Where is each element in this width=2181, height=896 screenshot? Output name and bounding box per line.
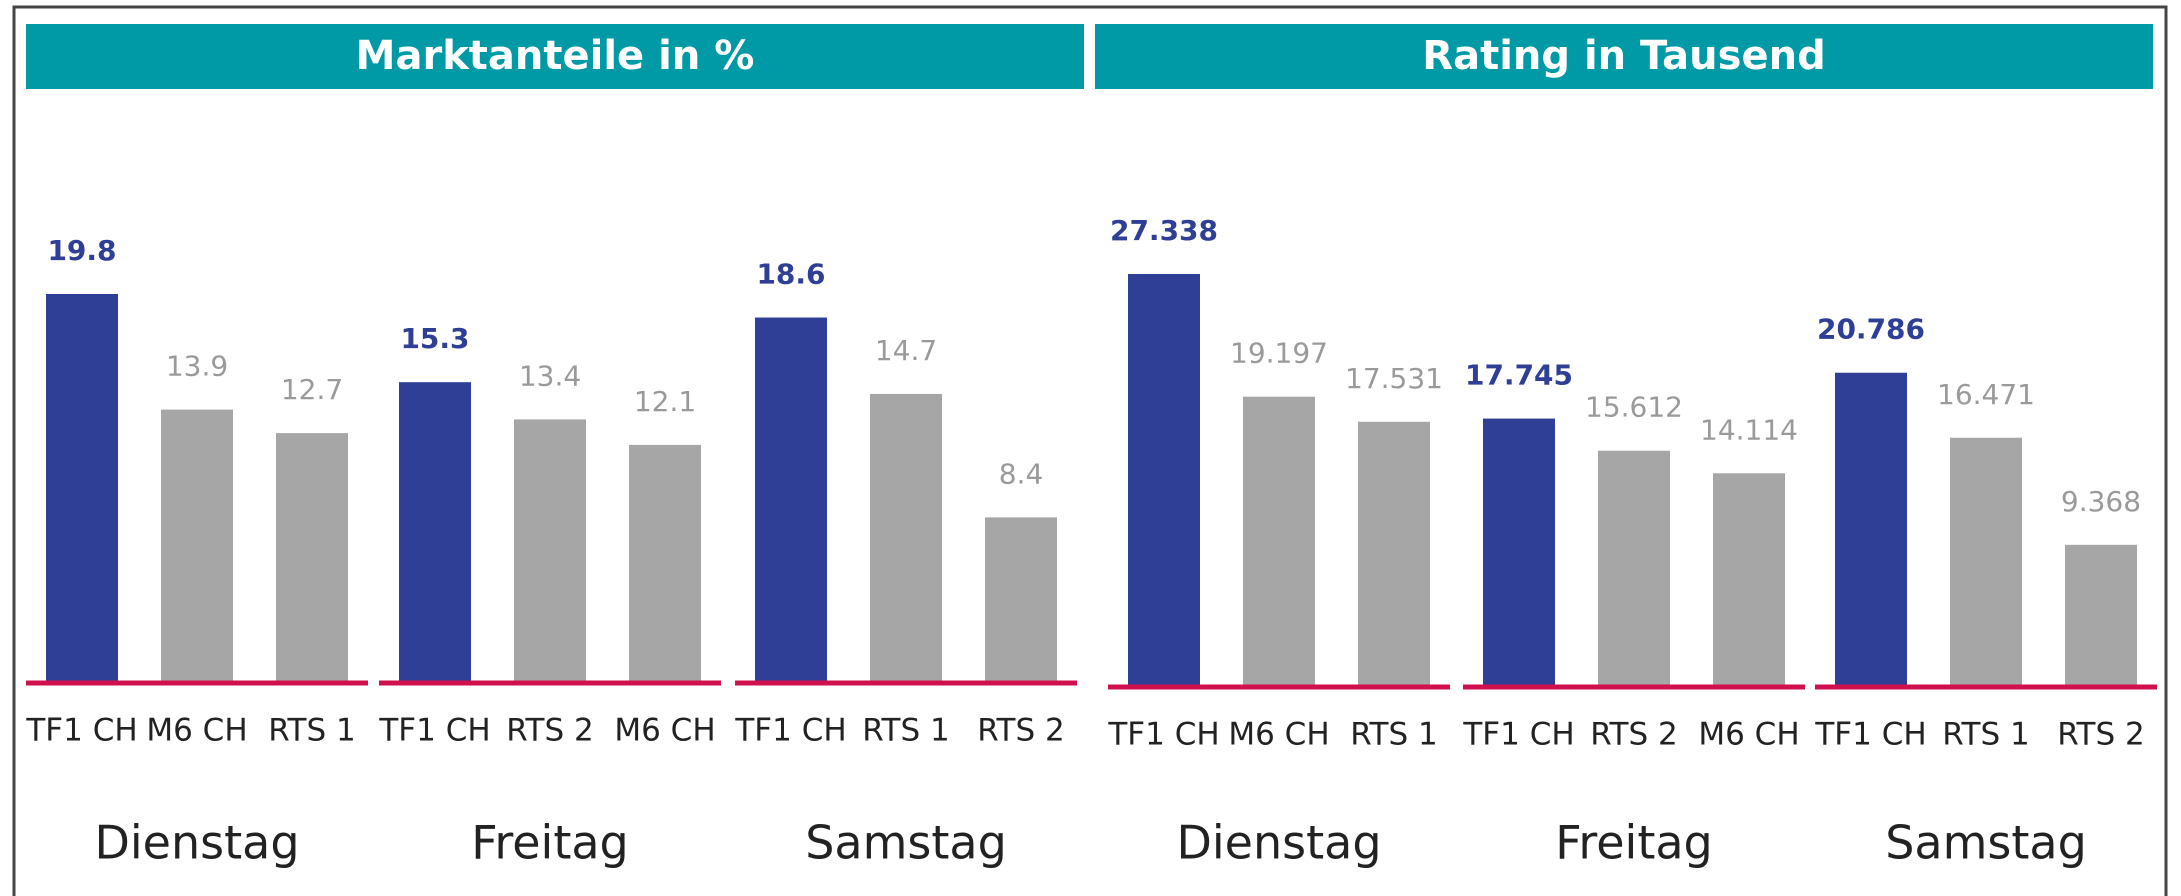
value-label: 15.612 xyxy=(1585,391,1683,424)
bar xyxy=(1835,372,1907,686)
value-label: 20.786 xyxy=(1817,313,1925,346)
bar xyxy=(161,409,233,682)
value-label: 13.9 xyxy=(166,350,228,383)
group-label: Samstag xyxy=(805,816,1007,870)
value-label: 17.745 xyxy=(1465,359,1573,392)
bar xyxy=(46,294,118,682)
group-label: Freitag xyxy=(471,816,629,870)
bar xyxy=(1243,396,1315,686)
value-label: 12.1 xyxy=(634,385,696,418)
value-label: 14.7 xyxy=(875,334,937,367)
bar xyxy=(870,393,942,682)
category-label: RTS 2 xyxy=(1590,717,1677,753)
bar xyxy=(399,382,471,682)
value-label: 17.531 xyxy=(1345,362,1443,395)
category-label: RTS 1 xyxy=(1350,717,1437,753)
frame xyxy=(12,5,2168,896)
bar xyxy=(1483,418,1555,686)
category-label: RTS 2 xyxy=(506,713,593,749)
category-label: TF1 CH xyxy=(1107,717,1219,753)
category-label: TF1 CH xyxy=(734,713,846,749)
category-label: M6 CH xyxy=(614,713,715,749)
value-label: 9.368 xyxy=(2061,485,2141,518)
category-label: M6 CH xyxy=(146,713,247,749)
category-label: TF1 CH xyxy=(1814,717,1926,753)
value-label: 12.7 xyxy=(281,373,343,406)
value-label: 27.338 xyxy=(1110,214,1218,247)
header xyxy=(1095,24,2153,89)
value-label: 16.471 xyxy=(1937,378,2035,411)
category-label: RTS 1 xyxy=(1942,717,2029,753)
bar xyxy=(1950,437,2022,686)
category-label: M6 CH xyxy=(1698,717,1799,753)
bar xyxy=(1128,274,1200,686)
category-label: TF1 CH xyxy=(25,713,137,749)
value-label: 13.4 xyxy=(519,359,581,392)
bar xyxy=(985,517,1057,682)
chart-title: Rating in Tausend xyxy=(1422,33,1825,79)
category-label: TF1 CH xyxy=(378,713,490,749)
chart-title: Marktanteile in % xyxy=(356,33,755,79)
value-label: 19.197 xyxy=(1230,337,1328,370)
group-label: Dienstag xyxy=(1176,816,1381,870)
category-label: RTS 1 xyxy=(862,713,949,749)
category-label: RTS 2 xyxy=(2057,717,2144,753)
group-label: Samstag xyxy=(1885,816,2087,870)
group-label: Dienstag xyxy=(94,816,299,870)
bar xyxy=(629,444,701,682)
category-label: RTS 1 xyxy=(268,713,355,749)
bar xyxy=(514,419,586,682)
bar xyxy=(276,433,348,682)
value-label: 8.4 xyxy=(999,457,1044,490)
bar xyxy=(755,317,827,682)
bar xyxy=(1358,421,1430,686)
value-label: 19.8 xyxy=(47,234,116,267)
value-label: 15.3 xyxy=(400,322,469,355)
group-label: Freitag xyxy=(1555,816,1713,870)
value-label: 18.6 xyxy=(756,258,825,291)
header xyxy=(26,24,1084,89)
category-label: RTS 2 xyxy=(977,713,1064,749)
category-label: TF1 CH xyxy=(1462,717,1574,753)
bar xyxy=(2065,544,2137,686)
value-label: 14.114 xyxy=(1700,413,1798,446)
category-label: M6 CH xyxy=(1228,717,1329,753)
bar xyxy=(1598,450,1670,686)
bar xyxy=(1713,473,1785,686)
